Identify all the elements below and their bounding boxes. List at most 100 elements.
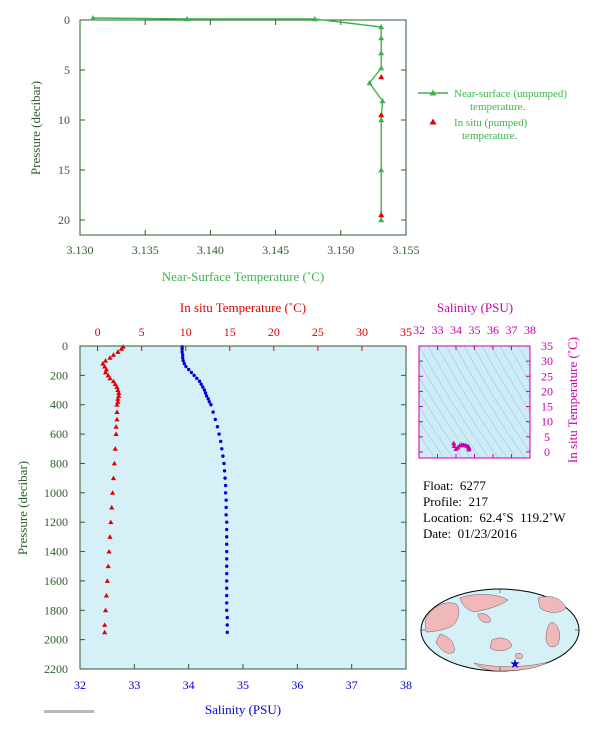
- pressure-tick-label: 400: [50, 398, 68, 412]
- isopycnal-line: [419, 406, 454, 458]
- temperature-point: [114, 384, 120, 390]
- near-surface-xtick-label: 3.135: [132, 243, 159, 257]
- salinity-tick-label: 34: [183, 678, 195, 692]
- ts-xtick-label: 35: [469, 323, 481, 337]
- salinity-point: [215, 425, 220, 429]
- profile-plot-background: [80, 346, 406, 669]
- pressure-tick-label: 1000: [44, 486, 68, 500]
- legend-pumped-marker: [429, 118, 437, 125]
- salinity-point: [225, 630, 229, 634]
- salinity-point: [199, 382, 203, 386]
- isopycnal-line: [445, 346, 517, 458]
- ts-xtick-label: 32: [413, 323, 425, 337]
- temperature-point: [105, 563, 111, 569]
- near-surface-ytick-label: 10: [58, 113, 70, 127]
- ts-point: [451, 443, 457, 448]
- pressure-tick-label: 1600: [44, 574, 68, 588]
- near-surface-ytick-label: 0: [64, 13, 70, 27]
- temperature-point: [106, 548, 112, 554]
- unpumped-series-line: [93, 17, 384, 220]
- salinity-point: [211, 410, 215, 414]
- pressure-tick-label: 0: [62, 339, 68, 353]
- salinity-point: [221, 454, 225, 458]
- salinity-point: [209, 403, 213, 407]
- temperature-point: [102, 369, 109, 375]
- temperature-point: [107, 375, 113, 381]
- temperature-point: [105, 372, 111, 378]
- salinity-point: [225, 608, 229, 612]
- salinity-point: [225, 564, 229, 568]
- salinity-point: [224, 513, 228, 517]
- temperature-point: [103, 366, 110, 372]
- salinity-point: [180, 356, 185, 360]
- isopycnal-line: [472, 346, 530, 440]
- ts-xtick-label: 36: [487, 323, 499, 337]
- unpumped-point: [378, 167, 385, 173]
- unpumped-point: [378, 217, 385, 223]
- pressure-tick-label: 2000: [44, 633, 68, 647]
- salinity-point: [182, 361, 187, 366]
- ts-xtick-label: 37: [506, 323, 518, 337]
- salinity-point: [225, 586, 229, 590]
- unpumped-point: [183, 16, 190, 22]
- unpumped-point: [378, 24, 385, 30]
- unpumped-point: [378, 65, 385, 71]
- salinity-tick-label: 35: [237, 678, 249, 692]
- unpumped-point: [378, 117, 385, 123]
- near-surface-ylabel: Pressure (decibar): [28, 81, 43, 175]
- ts-ytick-label: 15: [541, 400, 553, 414]
- profile-chart: 0 5 10 15 20 25 30 35 32 33 34 35 36 37 38 0 200 400 600…: [15, 300, 412, 717]
- near-surface-ytick-label: 15: [58, 163, 70, 177]
- pressure-tick-label: 1800: [44, 603, 68, 617]
- salinity-point: [223, 483, 228, 488]
- temperature-point: [102, 607, 109, 613]
- ts-xtick-label: 33: [432, 323, 444, 337]
- temperature-point: [110, 490, 116, 495]
- salinity-point: [217, 432, 221, 436]
- profile-ylabel: Pressure (decibar): [15, 461, 30, 555]
- salinity-point: [224, 498, 228, 502]
- unpumped-point: [378, 35, 385, 41]
- isopycnal-line: [481, 346, 530, 427]
- salinity-tick-label: 37: [346, 678, 358, 692]
- location-map: [420, 588, 580, 672]
- temperature-point: [102, 358, 109, 363]
- isopycnal-line: [517, 346, 530, 368]
- isopycnal-line: [419, 420, 445, 458]
- temperature-point: [102, 629, 108, 635]
- temperature-point: [110, 352, 117, 357]
- salinity-point: [225, 593, 229, 598]
- salinity-point: [203, 391, 208, 395]
- temperature-point: [115, 399, 121, 404]
- temperature-point: [114, 402, 120, 407]
- isopycnal-line: [499, 346, 530, 398]
- isopycnal-line: [419, 361, 481, 458]
- salinity-point: [225, 601, 229, 605]
- salinity-point: [225, 535, 229, 539]
- salinity-point: [225, 527, 229, 532]
- salinity-point: [225, 615, 229, 620]
- near-surface-plot-frame: [79, 19, 407, 236]
- pressure-tick-label: 600: [50, 427, 68, 441]
- unpumped-point: [379, 98, 386, 104]
- near-surface-chart: 3.130 3.135 3.140 3.145 3.150 3.155 05101520 …: [28, 13, 420, 284]
- profile-salinity-label: Salinity (PSU): [205, 702, 281, 717]
- legend-unpumped-marker: [429, 89, 437, 96]
- date: Date: 01/23/2016: [423, 526, 517, 541]
- ts-ytick-label: 35: [541, 339, 553, 353]
- near-surface-xlabel: Near-Surface Temperature (˚C): [162, 269, 324, 284]
- temperature-tick-label: 15: [224, 325, 236, 339]
- temperature-point: [102, 363, 108, 369]
- salinity-point: [224, 505, 228, 510]
- salinity-point: [204, 394, 209, 398]
- temperature-point: [104, 578, 110, 583]
- legend: Near-surface (unpumped) temperature. In …: [418, 88, 567, 142]
- ts-ytick-label: 25: [541, 369, 553, 383]
- near-surface-ytick-label: 5: [64, 63, 70, 77]
- isopycnal-line: [463, 346, 530, 453]
- salinity-point: [201, 385, 205, 389]
- temperature-point: [109, 504, 115, 510]
- pumped-point: [378, 112, 385, 118]
- temperature-point: [113, 424, 119, 429]
